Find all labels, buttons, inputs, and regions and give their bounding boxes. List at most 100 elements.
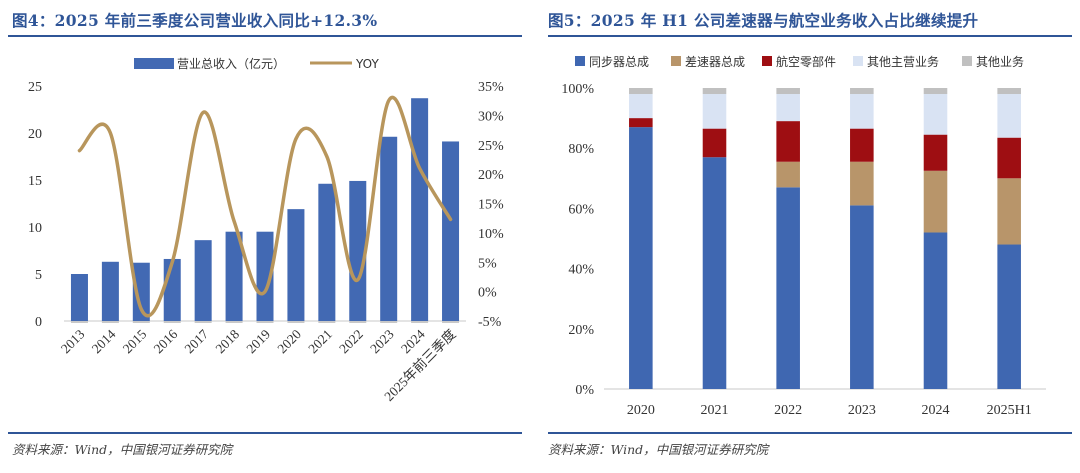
- segment-other-main: [850, 94, 874, 129]
- right-title-rule: [548, 35, 1072, 37]
- revenue-bar: [287, 209, 305, 321]
- bar-base-stub: [256, 321, 274, 323]
- bar-base-stub: [380, 321, 398, 323]
- right-y-tick-label: 25%: [478, 139, 504, 154]
- right-y-tick-label: 30%: [478, 109, 504, 124]
- left-source-note: 资料来源：Wind，中国银河证券研究院: [12, 442, 233, 457]
- revenue-bar: [225, 231, 243, 321]
- legend-swatch-segment-synchronizer: [575, 56, 585, 66]
- segment-synchronizer: [850, 205, 874, 389]
- bar-base-stub: [101, 321, 119, 323]
- right-y-tick-label: 10%: [478, 227, 504, 242]
- left-x-tick-label: 2021: [305, 327, 335, 357]
- segment-aero-parts: [850, 128, 874, 162]
- right-x-tick-label: 2024: [922, 403, 950, 418]
- legend-swatch-segment-other-main: [853, 56, 863, 66]
- legend-label-segment-differential: 差速器总成: [685, 55, 745, 69]
- legend-label-segment-synchronizer: 同步器总成: [589, 55, 649, 69]
- left-x-tick-label: 2013: [58, 326, 88, 356]
- revenue-bar: [132, 262, 150, 321]
- right-x-tick-label: 2020: [627, 403, 655, 418]
- right-y-tick-label: 15%: [478, 198, 504, 213]
- legend-label-revenue: 营业总收入（亿元）: [177, 56, 285, 71]
- segment-synchronizer: [776, 187, 800, 389]
- right-y-tick-label: 0%: [575, 383, 594, 398]
- segment-aero-parts: [923, 134, 948, 171]
- left-x-tick-label: 2020: [274, 326, 304, 356]
- segment-other: [702, 88, 727, 95]
- left-x-tick-label: 2019: [243, 326, 273, 356]
- left-legend: 营业总收入（亿元） YOY: [134, 56, 379, 71]
- right-x-tick-label: 2025H1: [987, 403, 1032, 418]
- right-y-tick-label: 0%: [478, 286, 497, 301]
- legend-swatch-segment-differential: [671, 56, 681, 66]
- bar-base-stub: [225, 321, 243, 323]
- segment-other: [629, 88, 653, 95]
- segment-other-main: [629, 94, 653, 119]
- segment-aero-parts: [997, 137, 1021, 179]
- left-x-tick-label: 2022: [336, 327, 366, 357]
- right-x-tick-label: 2023: [848, 403, 876, 418]
- left-y-tick-label: 20: [28, 127, 42, 142]
- revenue-bar: [442, 141, 460, 321]
- right-y-tick-label: 20%: [568, 323, 594, 338]
- bar-base-stub: [442, 321, 460, 323]
- left-chart-svg: 营业总收入（亿元） YOY 0 5 10 15 20 25 -5% 0% 5% 10% 15% 20% 25…: [28, 56, 504, 404]
- segment-synchronizer: [997, 244, 1021, 389]
- left-y-tick-label: 15: [28, 174, 42, 189]
- left-y-tick-label: 25: [28, 80, 42, 95]
- right-y-tick-label: -5%: [478, 315, 502, 330]
- bar-base-stub: [318, 321, 336, 323]
- legend-swatch-revenue: [134, 58, 174, 69]
- left-source-rule: [8, 432, 522, 434]
- right-legend: 同步器总成 差速器总成 航空零部件 其他主营业务 其他业务: [575, 54, 1024, 69]
- bar-base-stub: [163, 321, 181, 323]
- right-source-rule: [548, 432, 1072, 434]
- left-x-tick-label: 2015: [120, 326, 150, 356]
- right-y-tick-label: 5%: [478, 256, 497, 271]
- legend-swatch-segment-aero-parts: [762, 56, 772, 66]
- segment-other: [923, 88, 948, 95]
- left-y-tick-label: 10: [28, 221, 42, 236]
- segment-other: [776, 88, 800, 95]
- revenue-bar: [101, 261, 119, 321]
- right-y-tick-label: 60%: [568, 202, 594, 217]
- left-chart-panel: 图4：2025 年前三季度公司营业收入同比+12.3% 营业总收入（亿元） YOY…: [0, 0, 530, 473]
- segment-differential: [850, 161, 874, 206]
- segment-synchronizer: [629, 127, 653, 389]
- segment-other-main: [776, 94, 800, 122]
- segment-other-main: [997, 94, 1021, 138]
- segment-aero-parts: [776, 121, 800, 162]
- left-y-tick-label: 0: [35, 315, 42, 330]
- revenue-bar: [349, 180, 367, 321]
- left-title-rule: [8, 35, 522, 37]
- segment-synchronizer: [702, 157, 727, 389]
- left-chart-title: 图4：2025 年前三季度公司营业收入同比+12.3%: [12, 11, 378, 30]
- bar-base-stub: [411, 321, 429, 323]
- right-y-tick-label: 100%: [561, 82, 594, 97]
- bar-base-stub: [349, 321, 367, 323]
- left-x-tick-label: 2018: [212, 326, 242, 356]
- right-chart-panel: 图5：2025 年 H1 公司差速器与航空业务收入占比继续提升 同步器总成 差速器…: [540, 0, 1080, 473]
- legend-label-yoy: YOY: [355, 57, 379, 71]
- left-x-tick-label: 2023: [367, 326, 397, 356]
- bar-base-stub: [287, 321, 305, 323]
- right-source-note: 资料来源：Wind，中国银河证券研究院: [548, 442, 769, 457]
- revenue-bar: [163, 258, 181, 321]
- right-y-tick-label: 80%: [568, 142, 594, 157]
- revenue-bar: [411, 98, 429, 321]
- left-y-tick-label: 5: [35, 268, 42, 283]
- left-x-tick-label: 2016: [151, 326, 181, 356]
- right-y-tick-label: 20%: [478, 168, 504, 183]
- segment-other-main: [702, 94, 727, 129]
- bar-base-stub: [70, 321, 88, 323]
- right-y-tick-label: 35%: [478, 80, 504, 95]
- right-chart-svg: 同步器总成 差速器总成 航空零部件 其他主营业务 其他业务 0% 20% 40% 60% 80% 1…: [561, 54, 1046, 418]
- right-chart-title: 图5：2025 年 H1 公司差速器与航空业务收入占比继续提升: [548, 11, 979, 30]
- revenue-bar: [194, 240, 212, 321]
- segment-aero-parts: [629, 118, 653, 128]
- segment-aero-parts: [702, 128, 727, 158]
- revenue-bar: [256, 231, 274, 321]
- segment-other: [997, 88, 1021, 95]
- revenue-bar: [70, 274, 88, 321]
